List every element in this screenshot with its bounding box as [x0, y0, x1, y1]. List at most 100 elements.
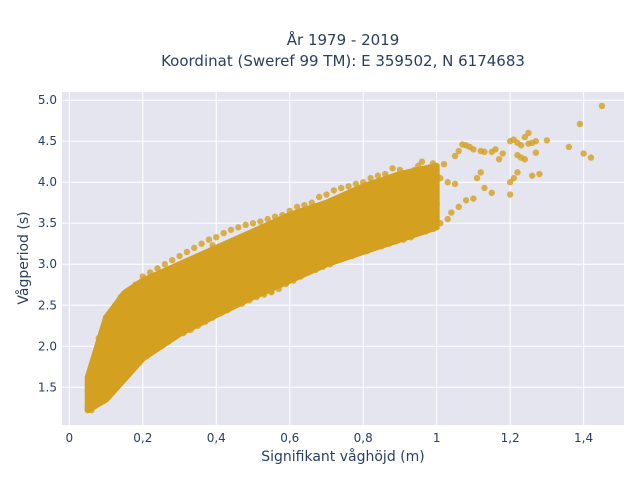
x-tick-label: 0: [66, 431, 74, 445]
data-point: [146, 269, 154, 276]
data-point: [117, 293, 124, 301]
y-tick-label: 4.5: [38, 134, 57, 148]
data-point: [168, 256, 176, 264]
data-point: [286, 207, 293, 215]
data-point: [132, 281, 139, 288]
data-point: [407, 207, 415, 215]
data-point: [488, 148, 495, 156]
data-point: [235, 224, 242, 231]
data-point: [437, 220, 444, 227]
data-point: [121, 374, 128, 381]
data-point: [528, 172, 536, 179]
data-point: [382, 170, 389, 178]
data-point: [400, 236, 407, 243]
data-point: [378, 242, 385, 250]
data-point: [165, 338, 172, 345]
data-point: [576, 120, 584, 128]
data-point: [102, 314, 110, 321]
data-point: [95, 334, 102, 342]
data-point: [418, 158, 426, 165]
data-point: [187, 326, 194, 334]
data-point: [352, 180, 360, 188]
data-point: [495, 156, 503, 163]
data-point: [154, 265, 161, 272]
x-tick-label: 1,2: [501, 431, 520, 445]
data-point: [360, 179, 367, 186]
data-point: [367, 174, 374, 182]
data-point: [337, 184, 345, 192]
data-point: [110, 306, 117, 313]
data-point: [315, 193, 323, 201]
data-point: [319, 263, 326, 270]
chart-title-line2: Koordinat (Sweref 99 TM): E 359502, N 61…: [161, 52, 525, 70]
data-point: [396, 166, 404, 174]
data-point: [444, 179, 451, 186]
data-point: [506, 138, 514, 145]
data-point: [521, 156, 529, 163]
data-point: [488, 189, 495, 197]
data-point: [275, 285, 282, 293]
x-tick-label: 0,8: [354, 431, 373, 445]
data-point: [323, 191, 330, 198]
data-point: [293, 203, 301, 211]
data-point: [238, 300, 246, 307]
data-point: [209, 314, 216, 321]
data-point: [341, 254, 349, 261]
data-point: [345, 183, 352, 190]
data-point: [216, 310, 224, 317]
data-point: [88, 374, 95, 381]
data-point: [290, 277, 297, 284]
data-point: [99, 396, 106, 403]
y-tick-label: 5.0: [38, 93, 57, 107]
data-point: [249, 220, 257, 227]
y-axis-ticks: 1.5 2.0 2.5 3.0 3.5 4.0 4.5 5.0: [38, 93, 57, 394]
data-point: [271, 213, 279, 220]
data-point: [139, 273, 147, 280]
data-point: [356, 249, 363, 256]
x-tick-label: 0,4: [207, 431, 226, 445]
data-point: [411, 166, 418, 174]
data-point: [525, 129, 532, 137]
data-point: [227, 248, 235, 256]
data-point: [150, 347, 158, 354]
data-point: [506, 179, 514, 186]
data-point: [371, 244, 378, 252]
data-point: [198, 240, 205, 247]
data-point: [459, 141, 466, 148]
data-point: [521, 133, 529, 141]
data-point: [304, 269, 312, 276]
data-point: [451, 152, 459, 160]
data-point: [191, 244, 198, 252]
data-point: [429, 160, 437, 167]
data-point: [176, 252, 183, 260]
data-point: [143, 352, 150, 360]
data-point: [231, 302, 238, 309]
y-tick-label: 1.5: [38, 380, 57, 394]
data-point: [444, 215, 451, 223]
data-point: [282, 280, 290, 288]
data-point: [161, 261, 169, 268]
data-point: [363, 247, 371, 255]
data-point: [268, 288, 275, 295]
data-point: [543, 137, 551, 144]
data-point: [477, 147, 484, 155]
data-point: [312, 266, 319, 274]
data-point: [510, 174, 518, 182]
y-tick-label: 4.0: [38, 175, 57, 189]
data-point: [422, 228, 429, 235]
data-point: [213, 233, 220, 241]
data-point: [227, 226, 235, 233]
data-point: [580, 150, 587, 157]
data-point: [106, 390, 113, 398]
data-point: [128, 366, 135, 373]
data-point: [124, 287, 132, 294]
data-point: [180, 329, 187, 337]
x-tick-label: 0,2: [133, 431, 152, 445]
data-point: [301, 201, 308, 209]
data-point: [308, 199, 315, 206]
data-point: [348, 252, 356, 260]
data-point: [242, 221, 249, 229]
data-point: [202, 318, 209, 325]
data-point: [297, 273, 304, 280]
data-point: [91, 400, 99, 407]
